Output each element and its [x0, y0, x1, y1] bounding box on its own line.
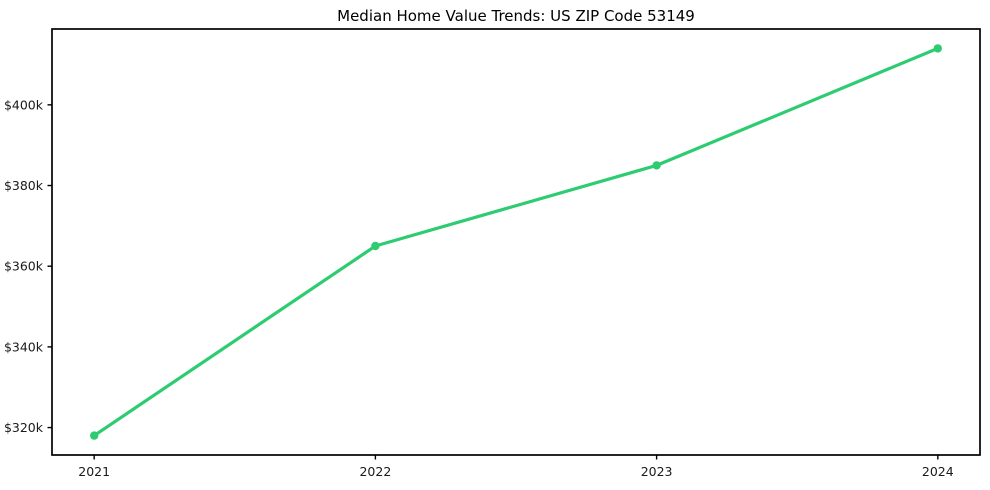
y-tick-label: $400k — [4, 97, 44, 112]
data-point-marker — [90, 431, 99, 440]
y-tick-label: $340k — [4, 339, 44, 354]
data-point-marker — [933, 44, 942, 53]
x-tick-label: 2023 — [641, 464, 673, 479]
plot-border — [51, 28, 981, 456]
trend-line — [92, 46, 940, 438]
y-tick-label: $320k — [4, 420, 44, 435]
x-tick-label: 2022 — [359, 464, 391, 479]
x-tick-label: 2024 — [922, 464, 954, 479]
x-tick-label: 2021 — [78, 464, 110, 479]
y-tick-label: $380k — [4, 178, 44, 193]
data-point-marker — [652, 161, 661, 170]
chart-title: Median Home Value Trends: US ZIP Code 53… — [337, 7, 695, 25]
data-point-marker — [371, 241, 380, 251]
y-tick-label: $360k — [4, 259, 44, 274]
